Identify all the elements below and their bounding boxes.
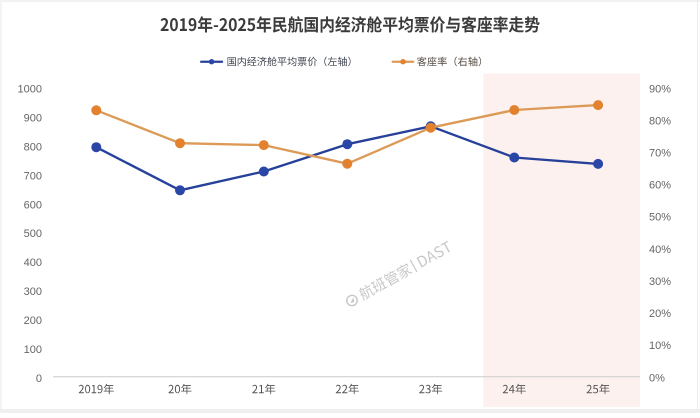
- svg-text:400: 400: [24, 257, 42, 269]
- svg-text:200: 200: [24, 315, 42, 327]
- svg-text:100: 100: [24, 344, 42, 356]
- svg-text:10%: 10%: [649, 340, 671, 352]
- svg-text:30%: 30%: [649, 276, 671, 288]
- svg-text:70%: 70%: [649, 148, 671, 160]
- svg-text:80%: 80%: [649, 115, 671, 127]
- svg-text:500: 500: [24, 228, 42, 240]
- svg-text:20%: 20%: [649, 308, 671, 320]
- svg-text:50%: 50%: [649, 212, 671, 224]
- svg-text:60%: 60%: [649, 180, 671, 192]
- svg-text:800: 800: [24, 142, 42, 154]
- svg-text:0%: 0%: [649, 372, 665, 384]
- svg-text:700: 700: [24, 170, 42, 182]
- svg-text:1000: 1000: [18, 84, 42, 96]
- svg-text:600: 600: [24, 199, 42, 211]
- svg-text:40%: 40%: [649, 244, 671, 256]
- svg-text:0: 0: [36, 373, 42, 385]
- svg-text:300: 300: [24, 286, 42, 298]
- svg-text:900: 900: [24, 113, 42, 125]
- svg-text:90%: 90%: [649, 83, 671, 95]
